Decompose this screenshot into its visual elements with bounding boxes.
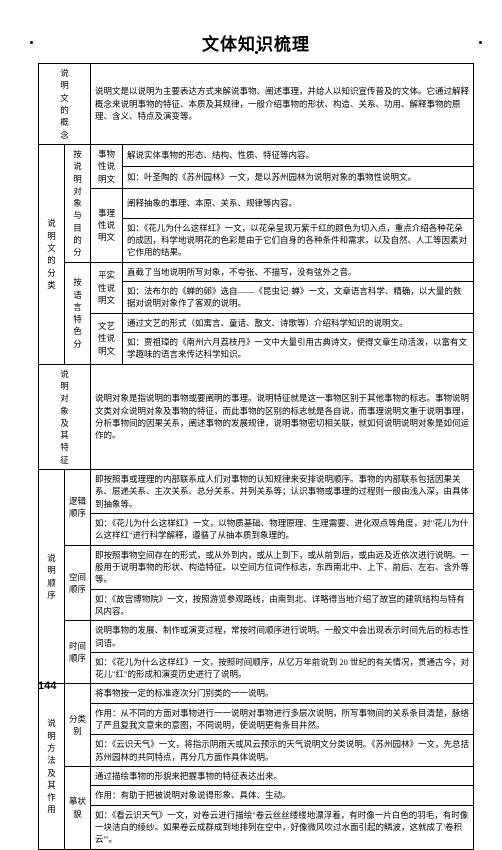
cell: 作用：有助于把被说明对象说得形象、具体、生动。 [91, 786, 474, 805]
cell: 如：法布尔的《蝉的卵》选自——《昆虫记·蝉》一文，文章语言科学、精确，以大量的数… [123, 282, 474, 314]
sub-header: 空间顺序 [65, 545, 91, 621]
cell: 将事物按一定的标准逐次分门别类的一一说明。 [91, 684, 474, 703]
cell: 说明对象是指说明的事物或要阐明的事理。说明特征就是这一事物区别于其他事物的标志。… [91, 364, 474, 470]
type-header: 平实性说明文 [91, 262, 123, 313]
sub-header: 摹状貌 [65, 767, 91, 850]
cell: 如：《看云识天气》一文，对卷云进行描绘"卷云丝丝缕缕地漂浮着，有时像一片白色的羽… [91, 805, 474, 849]
type-header: 文艺性说明文 [91, 313, 123, 364]
table-row: 如：《花儿为什么这样红》一文，按照时间顺序，从亿万年前说到 20 世纪的有关情况… [39, 652, 474, 684]
sub-header: 时间顺序 [65, 621, 91, 684]
table-row: 说明方法及其作用 分类别 将事物按一定的标准逐次分门别类的一一说明。 [39, 684, 474, 703]
cell: 如：《故宫博物院》一文，按照游览参观路线，由南到北、详略得当地介绍了故宫的建筑结… [91, 589, 474, 621]
sub-header: 按说明对象与目的分 [65, 144, 91, 262]
table-row: 如：《故宫博物院》一文，按照游览参观路线，由南到北、详略得当地介绍了故宫的建筑结… [39, 589, 474, 621]
sub-header: 按语言特色分 [65, 262, 91, 364]
table-row: 如：《花儿为什么这样红》一文，以物质基础、物理原理、生理需要、进化观点等角度，对… [39, 514, 474, 546]
sub-header: 分类别 [65, 684, 91, 767]
cell: 即按照事物空间存在的形式，或从外到内，或从上到下，或从前到后，或由远及近依次进行… [91, 545, 474, 589]
cell: 说明文是以说明为主要表达方式来解说事物、阐述事理，并给人以知识宣传普及的文体。它… [91, 64, 474, 145]
cell: 如：《云识天气》一文，将指示阴雨天或风云预示的天气说明文分类说明。《苏州园林》一… [91, 735, 474, 767]
cell: 作用：从不同的方面对事物进行一一说明对事物进行多层次说明，所写事物间的关系条目清… [91, 703, 474, 735]
cell: 解说实体事物的形态、结构、性质、特征等内容。 [123, 144, 474, 166]
table-row: 时间顺序 说明事物的发展、制作或演变过程，常按时间顺序进行说明。一般文中会出现表… [39, 621, 474, 653]
table-row: 作用：有助于把被说明对象说得形象、具体、生动。 [39, 786, 474, 805]
type-header: 事物性说明文 [91, 144, 123, 188]
cell: 如：《花儿为什么这样红》一文，以花朵呈现万紫千红的颜色为切入点，重点介绍各种花朵… [123, 218, 474, 262]
cell: 如：贾祖璋的《南州六月荔枝丹》一文中大量引用古典诗文，使得文章生动活泼，以富有文… [123, 332, 474, 364]
table-row: 空间顺序 即按照事物空间存在的形式，或从外到内，或从上到下，或从前到后，或由远及… [39, 545, 474, 589]
table-row: 说明文的概念 说明文是以说明为主要表达方式来解说事物、阐述事理，并给人以知识宣传… [39, 64, 474, 145]
cell: 阐释抽象的事理、本原、关系、规律等内容。 [123, 188, 474, 218]
table-row: 说明顺序 逻辑顺序 即按照事或理理的内部联系成人们对事物的认知规律来安排说明顺序… [39, 470, 474, 514]
cell: 如：《花儿为什么这样红》一文，以物质基础、物理原理、生理需要、进化观点等角度，对… [91, 514, 474, 546]
cell: 即按照事或理理的内部联系成人们对事物的认知规律来安排说明顺序。事物的内部联系包括… [91, 470, 474, 514]
cell: 如：叶圣陶的《苏州园林》一文，是以苏州园林为说明对象的事物性说明文。 [123, 166, 474, 188]
table-row: 说明文的分类 按说明对象与目的分 事物性说明文 解说实体事物的形态、结构、性质、… [39, 144, 474, 166]
table-row: 说明对象及其特征 说明对象是指说明的事物或要阐明的事理。说明特征就是这一事物区别… [39, 364, 474, 470]
table-row: 作用：从不同的方面对事物进行一一说明对事物进行多层次说明，所写事物间的关系条目清… [39, 703, 474, 735]
row-header: 说明文的概念 [39, 64, 91, 145]
row-header: 说明文的分类 [39, 144, 65, 364]
table-row: 文艺性说明文 通过文艺的形式（如寓言、童话、散文、诗歌等）介绍科学知识的说明文。 [39, 313, 474, 332]
page-title-wrap: 文体知识梳理 [38, 30, 474, 55]
table-row: 摹状貌 通过描绘事物的形貌来把握事物的特征表达出来。 [39, 767, 474, 786]
row-header: 说明顺序 [39, 470, 65, 684]
sub-header: 逻辑顺序 [65, 470, 91, 546]
cell: 如：《花儿为什么这样红》一文，按照时间顺序，从亿万年前说到 20 世纪的有关情况… [91, 652, 474, 684]
type-header: 事理性说明文 [91, 188, 123, 262]
table-row: 按语言特色分 平实性说明文 直截了当地说明所写对象，不夸张、不描写，没有弦外之音… [39, 262, 474, 281]
cell: 直截了当地说明所写对象，不夸张、不描写，没有弦外之音。 [123, 262, 474, 281]
table-row: 如：《看云识天气》一文，对卷云进行描绘"卷云丝丝缕缕地漂浮着，有时像一片白色的羽… [39, 805, 474, 849]
row-header: 说明方法及其作用 [39, 684, 65, 849]
main-table: 说明文的概念 说明文是以说明为主要表达方式来解说事物、阐述事理，并给人以知识宣传… [38, 63, 474, 850]
cell: 说明事物的发展、制作或演变过程，常按时间顺序进行说明。一般文中会出现表示时间先后… [91, 621, 474, 653]
cell: 通过描绘事物的形貌来把握事物的特征表达出来。 [91, 767, 474, 786]
row-header: 说明对象及其特征 [39, 364, 91, 470]
page-number: 144 [38, 680, 56, 692]
cell: 通过文艺的形式（如寓言、童话、散文、诗歌等）介绍科学知识的说明文。 [123, 313, 474, 332]
table-row: 如：《云识天气》一文，将指示阴雨天或风云预示的天气说明文分类说明。《苏州园林》一… [39, 735, 474, 767]
table-row: 事理性说明文 阐释抽象的事理、本原、关系、规律等内容。 [39, 188, 474, 218]
